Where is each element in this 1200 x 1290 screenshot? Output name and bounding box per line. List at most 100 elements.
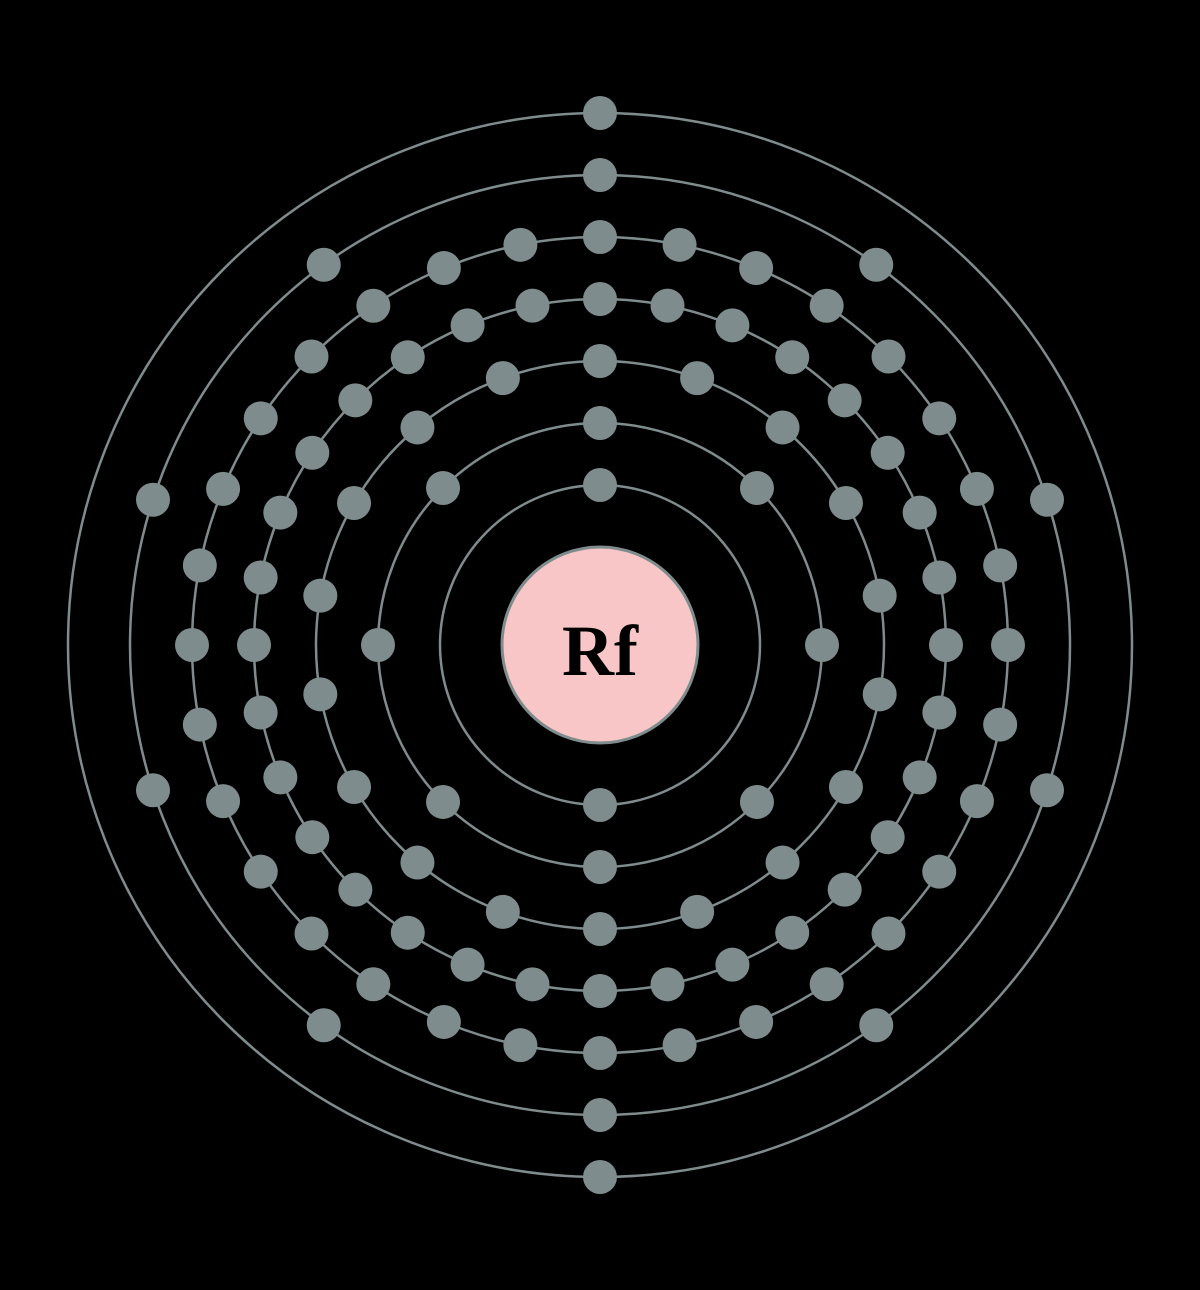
electron-shell6-1 — [583, 158, 617, 192]
electron-shell4-12 — [871, 820, 905, 854]
electron-shell6-8 — [136, 773, 170, 807]
electron-shell5-7 — [960, 472, 994, 506]
electron-shell5-8 — [983, 548, 1017, 582]
electron-shell6-10 — [307, 248, 341, 282]
electron-shell4-10 — [922, 696, 956, 730]
electron-shell2-4 — [740, 785, 774, 819]
electron-shell2-6 — [426, 785, 460, 819]
nucleus-group: Rf — [502, 547, 698, 743]
electron-shell6-4 — [1030, 773, 1064, 807]
electron-shell3-13 — [337, 770, 371, 804]
electron-shell2-1 — [583, 406, 617, 440]
electron-shell3-5 — [863, 579, 897, 613]
electron-shell4-9 — [929, 628, 963, 662]
electron-shell5-18 — [503, 1028, 537, 1062]
electron-shell3-18 — [486, 361, 520, 395]
electron-shell4-25 — [237, 628, 271, 662]
electron-shell4-8 — [922, 560, 956, 594]
electron-shell5-10 — [983, 708, 1017, 742]
electron-shell-diagram: Rf — [0, 0, 1200, 1290]
electron-shell3-17 — [400, 410, 434, 444]
electron-shell6-6 — [583, 1098, 617, 1132]
electron-shell3-6 — [863, 677, 897, 711]
electron-shell5-25 — [175, 628, 209, 662]
electron-shell5-17 — [583, 1036, 617, 1070]
electron-shell5-29 — [295, 340, 329, 374]
electron-shell5-11 — [960, 784, 994, 818]
electron-shell4-28 — [295, 436, 329, 470]
nucleus-symbol: Rf — [562, 611, 639, 691]
electron-shell6-7 — [307, 1008, 341, 1042]
electron-shell5-22 — [244, 855, 278, 889]
electron-shell1-1 — [583, 468, 617, 502]
electron-shell5-19 — [427, 1005, 461, 1039]
electron-shell3-2 — [680, 361, 714, 395]
electron-shell4-5 — [828, 383, 862, 417]
electron-shell7-1 — [583, 96, 617, 130]
electron-shell5-16 — [663, 1028, 697, 1062]
electron-shell4-2 — [651, 289, 685, 323]
electron-shell4-13 — [828, 873, 862, 907]
electron-shell4-7 — [903, 496, 937, 530]
electron-shell3-9 — [680, 895, 714, 929]
electron-shell3-3 — [766, 410, 800, 444]
electron-shell5-32 — [503, 228, 537, 262]
electron-shell4-30 — [391, 340, 425, 374]
electron-shell2-7 — [361, 628, 395, 662]
electron-shell4-29 — [338, 383, 372, 417]
electron-shell4-1 — [583, 282, 617, 316]
electron-shell4-16 — [651, 967, 685, 1001]
electron-shell5-2 — [663, 228, 697, 262]
electron-shell5-27 — [206, 472, 240, 506]
electron-shell5-23 — [206, 784, 240, 818]
electron-shell6-5 — [859, 1008, 893, 1042]
electron-shell5-6 — [922, 401, 956, 435]
electron-shell1-2 — [583, 788, 617, 822]
electron-shell3-11 — [486, 895, 520, 929]
electron-shell5-28 — [244, 401, 278, 435]
electron-shell4-31 — [451, 308, 485, 342]
electron-shell4-3 — [715, 308, 749, 342]
electron-shell5-14 — [810, 967, 844, 1001]
electron-shell6-3 — [1030, 483, 1064, 517]
electron-shell4-19 — [451, 948, 485, 982]
electron-shell4-27 — [263, 496, 297, 530]
electron-shell5-31 — [427, 251, 461, 285]
electron-shell2-8 — [426, 471, 460, 505]
electron-shell3-1 — [583, 344, 617, 378]
electron-shell4-26 — [244, 560, 278, 594]
electron-shell3-14 — [303, 677, 337, 711]
electron-shell4-24 — [244, 696, 278, 730]
electron-shell4-17 — [583, 974, 617, 1008]
electron-shell4-6 — [871, 436, 905, 470]
electron-shell5-24 — [183, 708, 217, 742]
electron-shell5-21 — [295, 916, 329, 950]
electron-shell4-15 — [715, 948, 749, 982]
electron-shell5-13 — [871, 916, 905, 950]
electron-shell3-10 — [583, 912, 617, 946]
electron-shell4-14 — [775, 916, 809, 950]
electron-shell5-20 — [356, 967, 390, 1001]
electron-shell5-9 — [991, 628, 1025, 662]
electron-shell5-30 — [356, 289, 390, 323]
electron-shell5-1 — [583, 220, 617, 254]
electron-shell5-26 — [183, 548, 217, 582]
electron-shell5-12 — [922, 855, 956, 889]
electron-shell5-15 — [739, 1005, 773, 1039]
electron-shell4-32 — [515, 289, 549, 323]
electron-shell4-4 — [775, 340, 809, 374]
electron-shell4-11 — [903, 760, 937, 794]
electron-shell7-2 — [583, 1160, 617, 1194]
electron-shell5-3 — [739, 251, 773, 285]
electron-shell6-2 — [859, 248, 893, 282]
electron-shell3-4 — [829, 486, 863, 520]
electron-shell4-20 — [391, 916, 425, 950]
electron-shell2-5 — [583, 850, 617, 884]
electron-shell4-22 — [295, 820, 329, 854]
electron-shell4-21 — [338, 873, 372, 907]
electron-shell2-2 — [740, 471, 774, 505]
electron-shell3-12 — [400, 846, 434, 880]
electron-shell2-3 — [805, 628, 839, 662]
electron-shell3-7 — [829, 770, 863, 804]
electron-shell5-4 — [810, 289, 844, 323]
